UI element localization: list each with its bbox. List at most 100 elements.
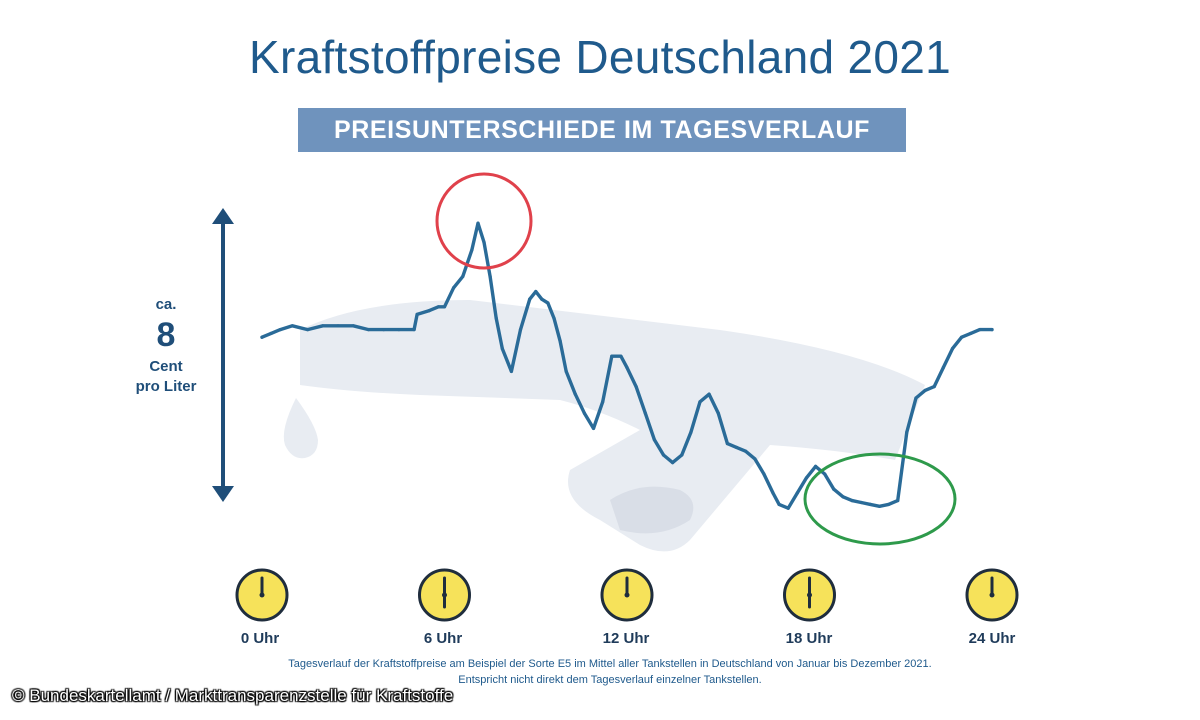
price-range-label: ca. 8 Cent pro Liter	[118, 296, 214, 397]
price-point	[412, 328, 416, 332]
clock-icon	[783, 568, 836, 622]
price-point	[814, 464, 818, 468]
range-unit-liter: pro Liter	[135, 378, 197, 395]
price-point	[960, 335, 964, 339]
price-point	[488, 274, 492, 278]
price-point	[923, 388, 927, 392]
price-point	[351, 324, 355, 328]
price-point	[558, 339, 562, 343]
chart-title: Kraftstoffpreise Deutschland 2021	[248, 31, 952, 83]
price-point	[671, 461, 675, 465]
price-point	[832, 487, 836, 491]
x-tick-label: 24 Uhr	[968, 630, 1016, 647]
price-point	[795, 491, 799, 495]
price-point	[494, 316, 498, 320]
high-price-highlight-circle	[435, 172, 533, 270]
price-point	[859, 500, 863, 505]
price-point	[366, 328, 371, 332]
price-point	[260, 335, 264, 339]
price-point	[804, 476, 809, 480]
price-point	[321, 324, 325, 328]
fuel-nozzle-illustration	[283, 300, 925, 552]
price-point	[698, 400, 702, 404]
price-point	[841, 495, 845, 499]
price-point	[634, 385, 638, 389]
fuel-drop-icon	[283, 398, 318, 459]
price-point	[546, 301, 550, 305]
price-point	[914, 396, 918, 400]
price-point	[528, 297, 532, 301]
price-point	[269, 331, 273, 335]
price-point	[436, 305, 440, 309]
price-point	[278, 328, 282, 332]
price-point	[707, 392, 711, 396]
price-point	[689, 430, 693, 434]
price-point	[786, 506, 790, 510]
price-point	[534, 290, 538, 294]
price-point	[661, 453, 666, 457]
price-point	[950, 347, 955, 351]
price-point	[573, 392, 577, 396]
price-point	[652, 438, 657, 442]
price-point	[868, 502, 872, 506]
price-point	[540, 297, 544, 301]
footnote-line-1: Tagesverlauf der Kraftstoffpreise am Bei…	[288, 658, 932, 670]
price-point	[932, 385, 936, 389]
price-point	[744, 449, 748, 453]
range-arrow	[212, 208, 234, 502]
low-price-highlight-ellipse	[803, 452, 957, 546]
price-point	[771, 491, 775, 495]
chart-subtitle: PREISUNTERSCHIEDE IM TAGESVERLAUF	[298, 108, 906, 152]
price-point	[877, 504, 882, 508]
price-point	[442, 305, 447, 309]
price-point	[452, 286, 456, 290]
price-point	[990, 328, 994, 332]
price-point	[941, 366, 945, 370]
x-tick-label: 0 Uhr	[240, 630, 280, 647]
price-point	[887, 502, 891, 506]
price-point	[716, 411, 720, 415]
price-point	[619, 354, 623, 358]
clock-icon	[418, 568, 471, 622]
price-point	[290, 324, 294, 328]
clock-icon	[965, 568, 1019, 622]
price-point	[382, 328, 386, 332]
range-prefix: ca.	[155, 296, 177, 313]
price-point	[601, 400, 605, 404]
x-tick-label: 6 Uhr	[423, 630, 463, 647]
price-point	[969, 331, 973, 335]
price-point	[336, 324, 340, 328]
x-tick-label: 18 Uhr	[785, 630, 833, 647]
range-value: 8	[156, 316, 176, 354]
price-point	[643, 411, 647, 415]
price-point	[610, 354, 614, 358]
price-point	[625, 366, 629, 370]
price-point	[500, 347, 504, 351]
price-point	[476, 221, 480, 225]
range-unit-cent: Cent	[149, 358, 183, 375]
price-point	[397, 328, 401, 332]
price-point	[725, 442, 730, 446]
price-point	[552, 316, 556, 320]
price-point	[461, 274, 465, 278]
price-point	[564, 369, 568, 373]
price-point	[777, 502, 781, 506]
price-point	[978, 328, 982, 332]
footnote-line-2: Entspricht nicht direkt dem Tagesverlauf…	[458, 674, 762, 686]
price-points	[260, 221, 994, 510]
price-point	[734, 445, 739, 449]
price-point	[509, 369, 513, 373]
clock-markers	[235, 568, 1019, 622]
price-point	[753, 457, 757, 461]
price-point	[482, 240, 486, 244]
price-point	[470, 248, 474, 252]
price-point	[680, 453, 684, 457]
price-point	[762, 472, 766, 476]
x-tick-label: 12 Uhr	[602, 630, 650, 647]
price-point	[415, 312, 419, 316]
price-point	[905, 430, 909, 434]
price-point	[850, 499, 854, 503]
price-point	[518, 328, 523, 332]
price-point	[582, 411, 587, 415]
